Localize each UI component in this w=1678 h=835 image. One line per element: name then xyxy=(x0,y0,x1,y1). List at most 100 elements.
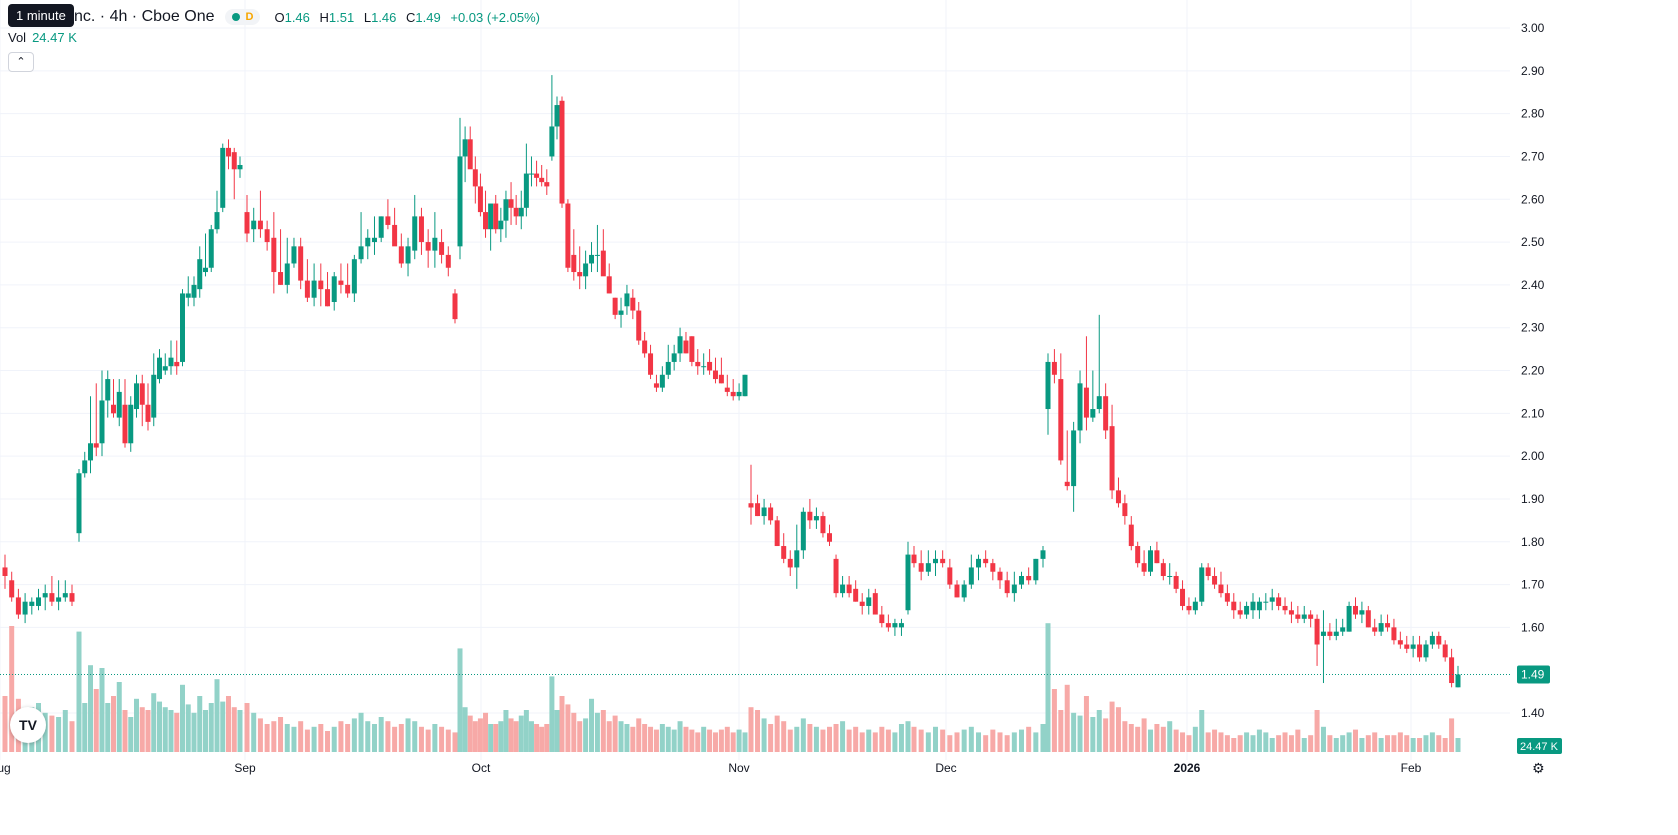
candle-body xyxy=(1256,601,1262,611)
candle xyxy=(761,498,767,525)
candle-body xyxy=(498,220,504,230)
candle-body xyxy=(689,336,695,362)
gear-icon[interactable]: ⚙ xyxy=(1532,760,1545,776)
volume-bar xyxy=(925,732,931,752)
candle xyxy=(1045,353,1051,435)
candle xyxy=(1090,370,1096,422)
volume-bar xyxy=(1250,735,1256,752)
candle-body xyxy=(452,293,458,320)
candle-body xyxy=(624,293,630,307)
volume-bar xyxy=(624,724,630,752)
candle xyxy=(116,379,122,427)
volume-bar xyxy=(338,721,344,752)
volume-bar xyxy=(1359,738,1365,752)
candle-body xyxy=(418,216,424,243)
candle-body xyxy=(1122,503,1128,517)
candle xyxy=(827,524,832,547)
volume-bar xyxy=(405,718,411,752)
candle-body xyxy=(748,503,754,508)
volume-bar xyxy=(385,721,391,752)
candle-body xyxy=(933,558,938,564)
candle-body xyxy=(813,516,819,521)
volume-bar xyxy=(774,715,780,752)
volume-bar xyxy=(589,698,595,752)
volume-bar xyxy=(642,724,648,752)
candle xyxy=(467,126,473,170)
candle-body xyxy=(859,601,865,606)
volume-bar xyxy=(730,732,736,752)
collapse-legend-button[interactable]: ⌃ xyxy=(8,52,34,72)
volume-bar xyxy=(544,724,550,752)
candle xyxy=(418,207,424,255)
candle-body xyxy=(508,199,514,208)
volume-bar xyxy=(398,724,404,752)
volume-bar xyxy=(1083,696,1089,752)
market-status[interactable]: D xyxy=(224,9,261,25)
volume-bar xyxy=(513,721,519,752)
volume-bar xyxy=(1327,735,1333,752)
volume-bar xyxy=(1410,738,1416,752)
candle-body xyxy=(718,374,724,384)
candle-body xyxy=(724,387,730,392)
volume-bar xyxy=(742,732,748,752)
volume-bar xyxy=(559,696,565,752)
symbol-title[interactable]: nc. · 4h · Cboe One xyxy=(74,8,215,25)
volume-bar xyxy=(1276,735,1282,752)
candle xyxy=(565,199,571,273)
volume-bar xyxy=(331,726,337,752)
candle xyxy=(1365,605,1371,628)
candle-body xyxy=(432,237,438,251)
candle-body xyxy=(807,511,813,521)
candle xyxy=(1429,631,1435,649)
candle-body xyxy=(477,186,483,213)
candle-body xyxy=(134,383,139,410)
volume-bar xyxy=(1372,732,1378,752)
volume-legend: Vol 24.47 K xyxy=(8,30,77,45)
candle xyxy=(549,75,555,161)
volume-bar xyxy=(600,710,606,752)
volume-bar xyxy=(787,729,793,752)
volume-bar xyxy=(1077,715,1083,752)
volume-bar xyxy=(820,729,826,752)
volume-bar xyxy=(1218,732,1224,752)
volume-bar xyxy=(157,701,162,752)
volume-bar xyxy=(534,724,540,752)
candle xyxy=(1391,618,1397,645)
candle xyxy=(742,374,748,397)
candle xyxy=(1378,614,1384,636)
candle-body xyxy=(827,533,832,542)
candle-body xyxy=(412,216,418,251)
candle xyxy=(1333,618,1339,641)
candle xyxy=(1167,563,1173,585)
candle xyxy=(76,468,82,542)
candle xyxy=(1154,541,1160,564)
open-label: O xyxy=(274,9,285,25)
candle-body xyxy=(139,383,145,405)
volume-bar xyxy=(467,715,473,752)
candle-body xyxy=(56,597,62,602)
tradingview-logo-icon[interactable]: TV xyxy=(10,707,46,743)
candle-body xyxy=(493,203,499,230)
volume-bar xyxy=(151,693,157,752)
candle-body xyxy=(918,563,924,572)
candle-body xyxy=(15,597,21,615)
candle xyxy=(358,212,364,264)
candle xyxy=(365,229,371,260)
candle xyxy=(493,194,499,234)
candle xyxy=(653,374,659,392)
candle-body xyxy=(1288,610,1294,615)
candle xyxy=(872,588,878,615)
candle-body xyxy=(345,284,351,294)
volume-bar xyxy=(892,732,898,752)
volume-bar xyxy=(237,710,243,752)
candle-body xyxy=(898,623,904,628)
time-tick-label: Sep xyxy=(234,761,256,775)
volume-bar xyxy=(99,668,105,752)
candle-body xyxy=(911,554,917,564)
candle-body xyxy=(105,379,111,401)
candle xyxy=(405,237,411,277)
candle xyxy=(226,139,231,170)
candle xyxy=(42,584,48,611)
candle xyxy=(311,263,317,307)
